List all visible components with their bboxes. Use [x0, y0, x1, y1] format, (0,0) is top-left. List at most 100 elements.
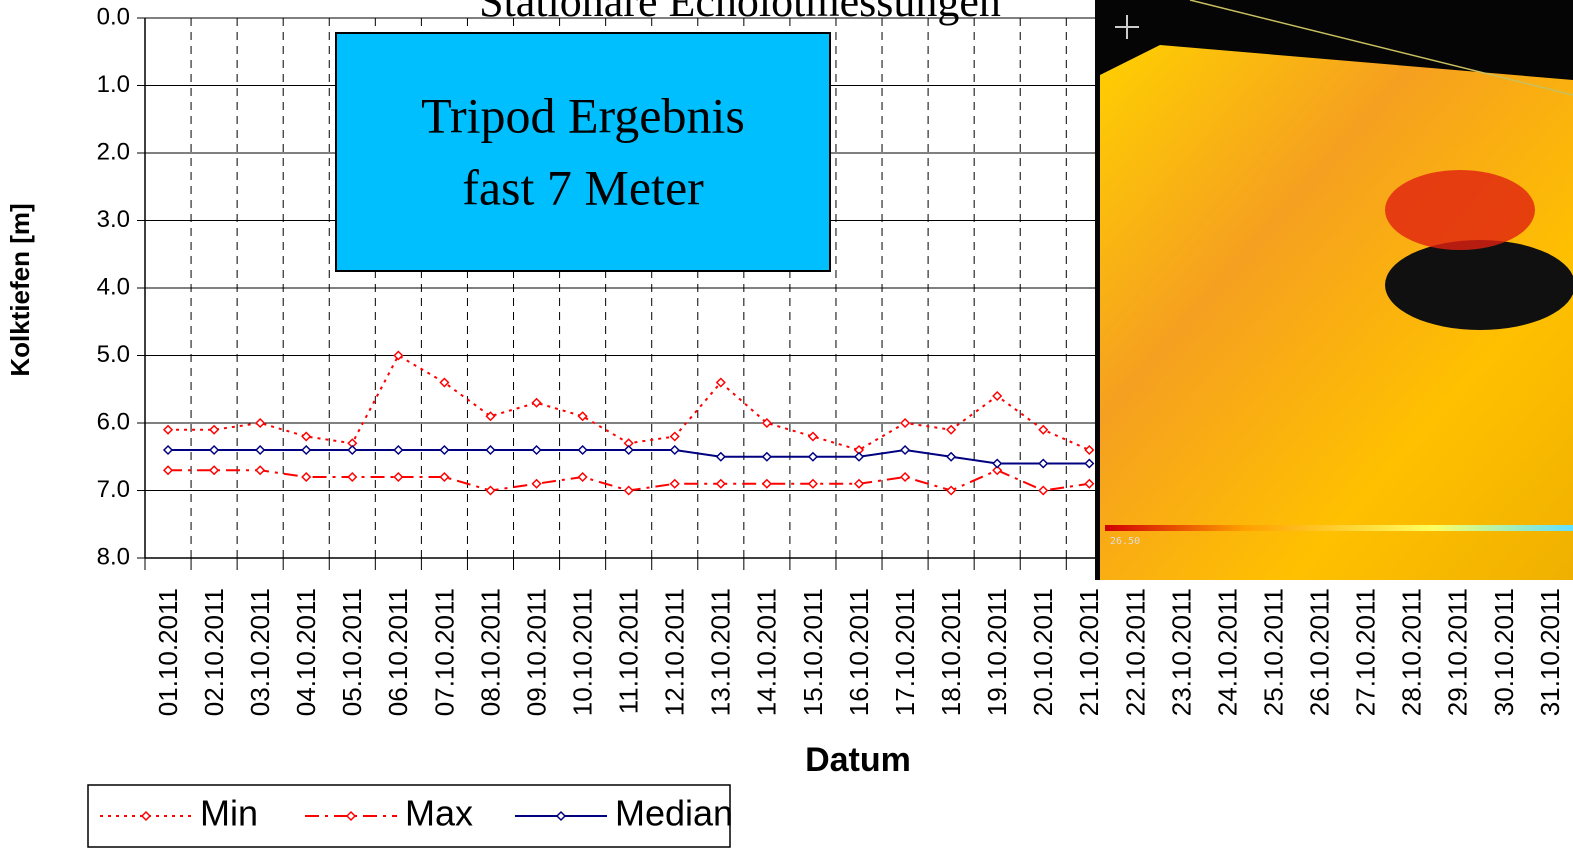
x-tick-label: 19.10.2011 — [982, 588, 1012, 716]
marker — [345, 810, 357, 822]
marker — [807, 478, 818, 489]
image-scale — [1105, 525, 1573, 531]
marker — [992, 390, 1003, 402]
marker — [255, 417, 266, 429]
marker — [1084, 458, 1095, 469]
marker — [393, 471, 404, 483]
marker — [669, 478, 680, 489]
marker — [555, 810, 567, 822]
marker — [715, 478, 726, 489]
marker — [209, 465, 220, 476]
y-tick-label: 7.0 — [97, 476, 130, 503]
marker — [439, 471, 450, 483]
marker — [1038, 424, 1049, 435]
marker — [1038, 485, 1049, 496]
marker — [761, 478, 772, 489]
x-tick-label: 17.10.2011 — [890, 588, 920, 716]
marker — [807, 451, 818, 462]
legend-label: Median — [615, 793, 733, 834]
marker — [140, 810, 152, 822]
marker — [1084, 444, 1095, 456]
legend-label: Min — [200, 793, 258, 834]
marker — [946, 451, 957, 462]
marker — [439, 377, 450, 388]
marker — [301, 431, 312, 442]
image-scour — [1385, 240, 1573, 330]
x-axis-label: Datum — [805, 741, 911, 779]
marker — [946, 485, 957, 496]
x-tick-label: 30.10.2011 — [1489, 588, 1519, 716]
x-tick-label: 31.10.2011 — [1535, 588, 1565, 716]
marker — [900, 444, 911, 456]
marker — [162, 424, 174, 435]
marker — [255, 465, 266, 476]
annotation-text: Tripod Ergebnis — [421, 87, 745, 143]
x-tick-label: 13.10.2011 — [706, 588, 736, 716]
x-tick-label: 20.10.2011 — [1028, 588, 1058, 716]
marker — [162, 444, 174, 456]
marker — [209, 424, 220, 435]
image-cursor — [1115, 15, 1139, 39]
x-tick-label: 02.10.2011 — [199, 588, 229, 716]
marker — [485, 411, 496, 422]
y-tick-label: 0.0 — [97, 3, 130, 30]
marker — [623, 444, 634, 456]
x-tick-label: 28.10.2011 — [1397, 588, 1427, 716]
annotation: Tripod Ergebnis fast 7 Meter — [335, 32, 831, 272]
x-tick-label: 11.10.2011 — [614, 588, 644, 714]
x-tick-label: 15.10.2011 — [798, 588, 828, 716]
x-tick-label: 08.10.2011 — [475, 588, 505, 716]
x-tick-label: 18.10.2011 — [936, 588, 966, 716]
annotation-box — [335, 32, 831, 272]
marker — [623, 485, 634, 496]
marker — [439, 444, 450, 456]
marker — [301, 471, 312, 483]
x-tick-label: 21.10.2011 — [1074, 588, 1104, 716]
x-tick-label: 10.10.2011 — [567, 588, 597, 716]
marker — [1084, 478, 1095, 489]
y-tick-label: 3.0 — [97, 206, 130, 233]
marker — [946, 424, 957, 435]
x-tick-label: 14.10.2011 — [752, 588, 782, 716]
legend-label: Max — [405, 793, 473, 834]
marker — [162, 465, 174, 476]
marker — [393, 350, 404, 361]
marker — [761, 417, 772, 429]
y-tick-label: 8.0 — [97, 543, 130, 570]
chart-title: Stationäre Echolotmessungen — [479, 0, 1001, 26]
x-tick-label: 29.10.2011 — [1443, 588, 1473, 716]
scan-image: 26.50 — [1095, 0, 1573, 580]
legend: Min Max Median — [87, 784, 733, 848]
y-axis-label: Kolktiefen [m] — [5, 203, 35, 376]
marker — [485, 444, 496, 456]
marker — [992, 458, 1003, 469]
marker — [715, 451, 726, 462]
image-points — [1385, 170, 1535, 250]
marker — [807, 431, 818, 442]
marker — [669, 431, 680, 442]
x-tick-label: 16.10.2011 — [844, 588, 874, 716]
marker — [577, 411, 588, 422]
x-tick-label: 09.10.2011 — [521, 588, 551, 716]
marker — [900, 417, 911, 429]
x-tick-label: 07.10.2011 — [429, 588, 459, 716]
marker — [761, 451, 772, 462]
legend-box — [87, 784, 731, 848]
marker — [853, 478, 865, 489]
marker — [531, 397, 542, 408]
marker — [900, 471, 911, 483]
x-tick-label: 01.10.2011 — [153, 588, 183, 716]
y-tick-label: 6.0 — [97, 408, 130, 435]
marker — [209, 444, 220, 456]
marker — [531, 444, 542, 456]
x-tick-label: 27.10.2011 — [1351, 588, 1381, 716]
x-tick-label: 23.10.2011 — [1166, 588, 1196, 716]
marker — [577, 471, 588, 483]
marker — [669, 444, 680, 456]
annotation-text: fast 7 Meter — [462, 159, 704, 215]
marker — [992, 465, 1003, 476]
marker — [1038, 458, 1049, 469]
y-tick-label: 1.0 — [97, 71, 130, 98]
marker — [577, 444, 588, 456]
